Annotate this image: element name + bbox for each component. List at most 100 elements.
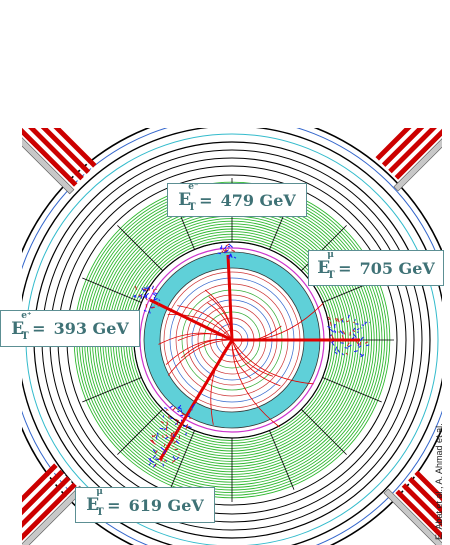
energy-unit: GeV: [92, 319, 129, 338]
deposit-hit: [148, 462, 152, 466]
deposit-hit: [329, 328, 334, 333]
deposit-hit: [149, 458, 151, 461]
deposit-hit: [341, 319, 344, 323]
corner-magnets: [22, 128, 442, 545]
deposit-hit: [177, 410, 180, 413]
deposit-hit: [366, 344, 370, 347]
deposit-hit: [152, 292, 157, 297]
calo-divider: [322, 377, 382, 403]
deposit-hit: [219, 247, 222, 250]
deposit-hit: [359, 341, 362, 346]
soft-track: [231, 339, 280, 428]
deposit-hit: [152, 454, 156, 459]
magnet-gap: [391, 128, 442, 175]
strut: [383, 488, 442, 545]
deposit-hit: [151, 306, 156, 309]
deposit-hit: [165, 408, 168, 411]
deposit-hit: [361, 324, 365, 326]
deposit-hit: [153, 298, 158, 301]
energy-unit: GeV: [398, 258, 435, 278]
deposit-hit: [188, 425, 192, 429]
deposit-hit: [166, 422, 169, 427]
magnet-gap: [393, 493, 442, 545]
deposit-hit: [177, 428, 179, 430]
deposit-hit: [327, 316, 331, 320]
strut: [393, 128, 442, 192]
magnet-gap: [398, 128, 442, 182]
deposit-hit: [221, 250, 224, 253]
deposit-hit: [228, 243, 233, 248]
deposit-hit: [172, 455, 177, 461]
soft-track: [167, 313, 233, 341]
magnet-bar: [22, 128, 84, 181]
deposit-hit: [328, 318, 331, 320]
deposit-hit: [233, 256, 237, 259]
magnet-bar: [22, 469, 65, 537]
magnet-gap: [379, 128, 442, 163]
particle-tracks: [133, 243, 371, 468]
deposit-hit: [346, 342, 350, 347]
deposit-hit: [133, 294, 137, 297]
deposit-hit: [140, 296, 143, 299]
deposit-hit: [360, 354, 365, 358]
deposit-hit: [163, 407, 167, 409]
deposit-hit: [346, 320, 350, 323]
deposit-hit: [331, 334, 335, 340]
deposit-hit: [358, 345, 362, 348]
deposit-hit: [160, 420, 165, 424]
magnet-bar: [388, 128, 442, 174]
equals: =: [338, 258, 352, 278]
deposit-hit: [347, 314, 350, 319]
deposit-hit: [155, 458, 160, 461]
calo-divider: [82, 377, 142, 403]
deposit-hit: [327, 325, 331, 329]
deposit-hit: [148, 310, 151, 314]
deposit-hit: [153, 463, 157, 468]
magnet-bar: [408, 476, 442, 545]
deposit-hit: [341, 335, 345, 340]
deposit-hit: [163, 426, 169, 431]
deposit-hit: [144, 292, 150, 298]
lepton-track: [226, 254, 234, 341]
deposit-hit: [230, 254, 233, 258]
deposit-hit: [177, 406, 182, 410]
deposit-hit: [163, 443, 166, 447]
soft-track: [231, 303, 324, 342]
deposit-hit: [185, 432, 187, 436]
magnet-bar: [414, 470, 442, 538]
deposit-hit: [145, 287, 150, 290]
deposit-hit: [352, 329, 356, 333]
deposit-hit: [143, 309, 147, 312]
deposit-hit: [361, 327, 363, 329]
deposit-hit: [222, 248, 226, 253]
magnet-gap: [22, 479, 72, 545]
corner-magnet: [375, 128, 442, 192]
calo-divider: [269, 430, 295, 490]
deposit-hit: [143, 294, 146, 299]
deposit-hit: [152, 434, 157, 438]
deposit-hit: [154, 464, 157, 467]
deposit-hit: [180, 409, 183, 413]
deposit-hit: [141, 287, 145, 292]
deposit-hit: [183, 425, 187, 428]
deposit-hit: [162, 450, 167, 455]
deposit-hit: [364, 321, 368, 325]
lepton-track: [149, 298, 233, 342]
deposit-hit: [175, 418, 180, 422]
energy-value: 479: [220, 190, 254, 210]
deposit-hit: [228, 255, 232, 260]
deposit-hit: [357, 343, 360, 347]
deposit-hit: [162, 435, 164, 439]
soft-track: [204, 289, 233, 341]
magnet-bar: [23, 128, 91, 175]
soft-track: [167, 339, 233, 376]
magnet-gap: [22, 128, 87, 176]
corner-magnet: [22, 128, 97, 195]
deposit-hit: [169, 405, 173, 409]
deposit-hit: [347, 344, 352, 348]
deposit-hit: [180, 414, 184, 417]
